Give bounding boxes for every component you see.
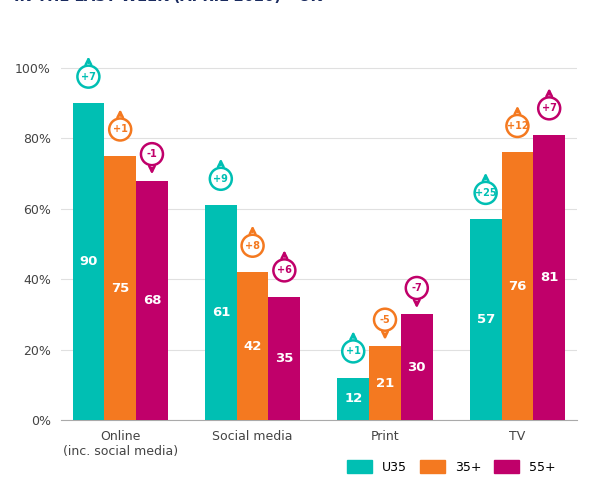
Bar [72, 103, 104, 420]
Circle shape [141, 143, 163, 165]
Text: +1: +1 [112, 124, 128, 134]
Bar [501, 152, 533, 420]
Circle shape [242, 235, 263, 257]
Circle shape [506, 115, 529, 137]
Bar [136, 181, 168, 420]
Legend: U35, 35+, 55+: U35, 35+, 55+ [342, 455, 561, 479]
Bar [104, 156, 136, 420]
Text: 68: 68 [143, 294, 161, 307]
Circle shape [538, 98, 560, 119]
Bar [269, 297, 300, 420]
Text: 42: 42 [243, 340, 262, 353]
Text: -1: -1 [147, 149, 157, 159]
Circle shape [210, 168, 232, 190]
Text: 30: 30 [407, 361, 426, 374]
Circle shape [374, 309, 396, 330]
Text: +1: +1 [346, 347, 361, 357]
Text: +9: +9 [213, 174, 229, 184]
Text: 57: 57 [477, 313, 495, 326]
Circle shape [342, 341, 364, 362]
Bar [369, 346, 401, 420]
Text: +25: +25 [475, 188, 497, 198]
Text: 90: 90 [79, 255, 98, 268]
Text: -5: -5 [379, 315, 390, 325]
Bar [469, 219, 501, 420]
Text: +7: +7 [81, 71, 96, 81]
Text: +8: +8 [245, 241, 260, 250]
Text: 12: 12 [344, 392, 362, 405]
Text: 21: 21 [376, 377, 394, 390]
Text: PROPORTION THAT USED EACH AS A SOURCE OF NEWS
IN THE LAST WEEK (APRIL 2020) – UK: PROPORTION THAT USED EACH AS A SOURCE OF… [14, 0, 468, 4]
Text: +12: +12 [507, 121, 528, 131]
Bar [533, 135, 565, 420]
Circle shape [274, 260, 295, 281]
Circle shape [406, 277, 428, 299]
Circle shape [78, 66, 99, 88]
Text: -7: -7 [411, 283, 422, 293]
Bar [401, 314, 433, 420]
Bar [237, 272, 269, 420]
Text: +7: +7 [542, 103, 556, 113]
Text: 76: 76 [508, 280, 527, 293]
Circle shape [475, 182, 497, 204]
Circle shape [109, 119, 131, 140]
Text: 75: 75 [111, 282, 129, 294]
Text: 61: 61 [211, 306, 230, 319]
Bar [337, 378, 369, 420]
Text: +6: +6 [277, 266, 292, 275]
Text: 35: 35 [275, 352, 294, 365]
Text: 81: 81 [540, 271, 558, 284]
Bar [205, 205, 237, 420]
